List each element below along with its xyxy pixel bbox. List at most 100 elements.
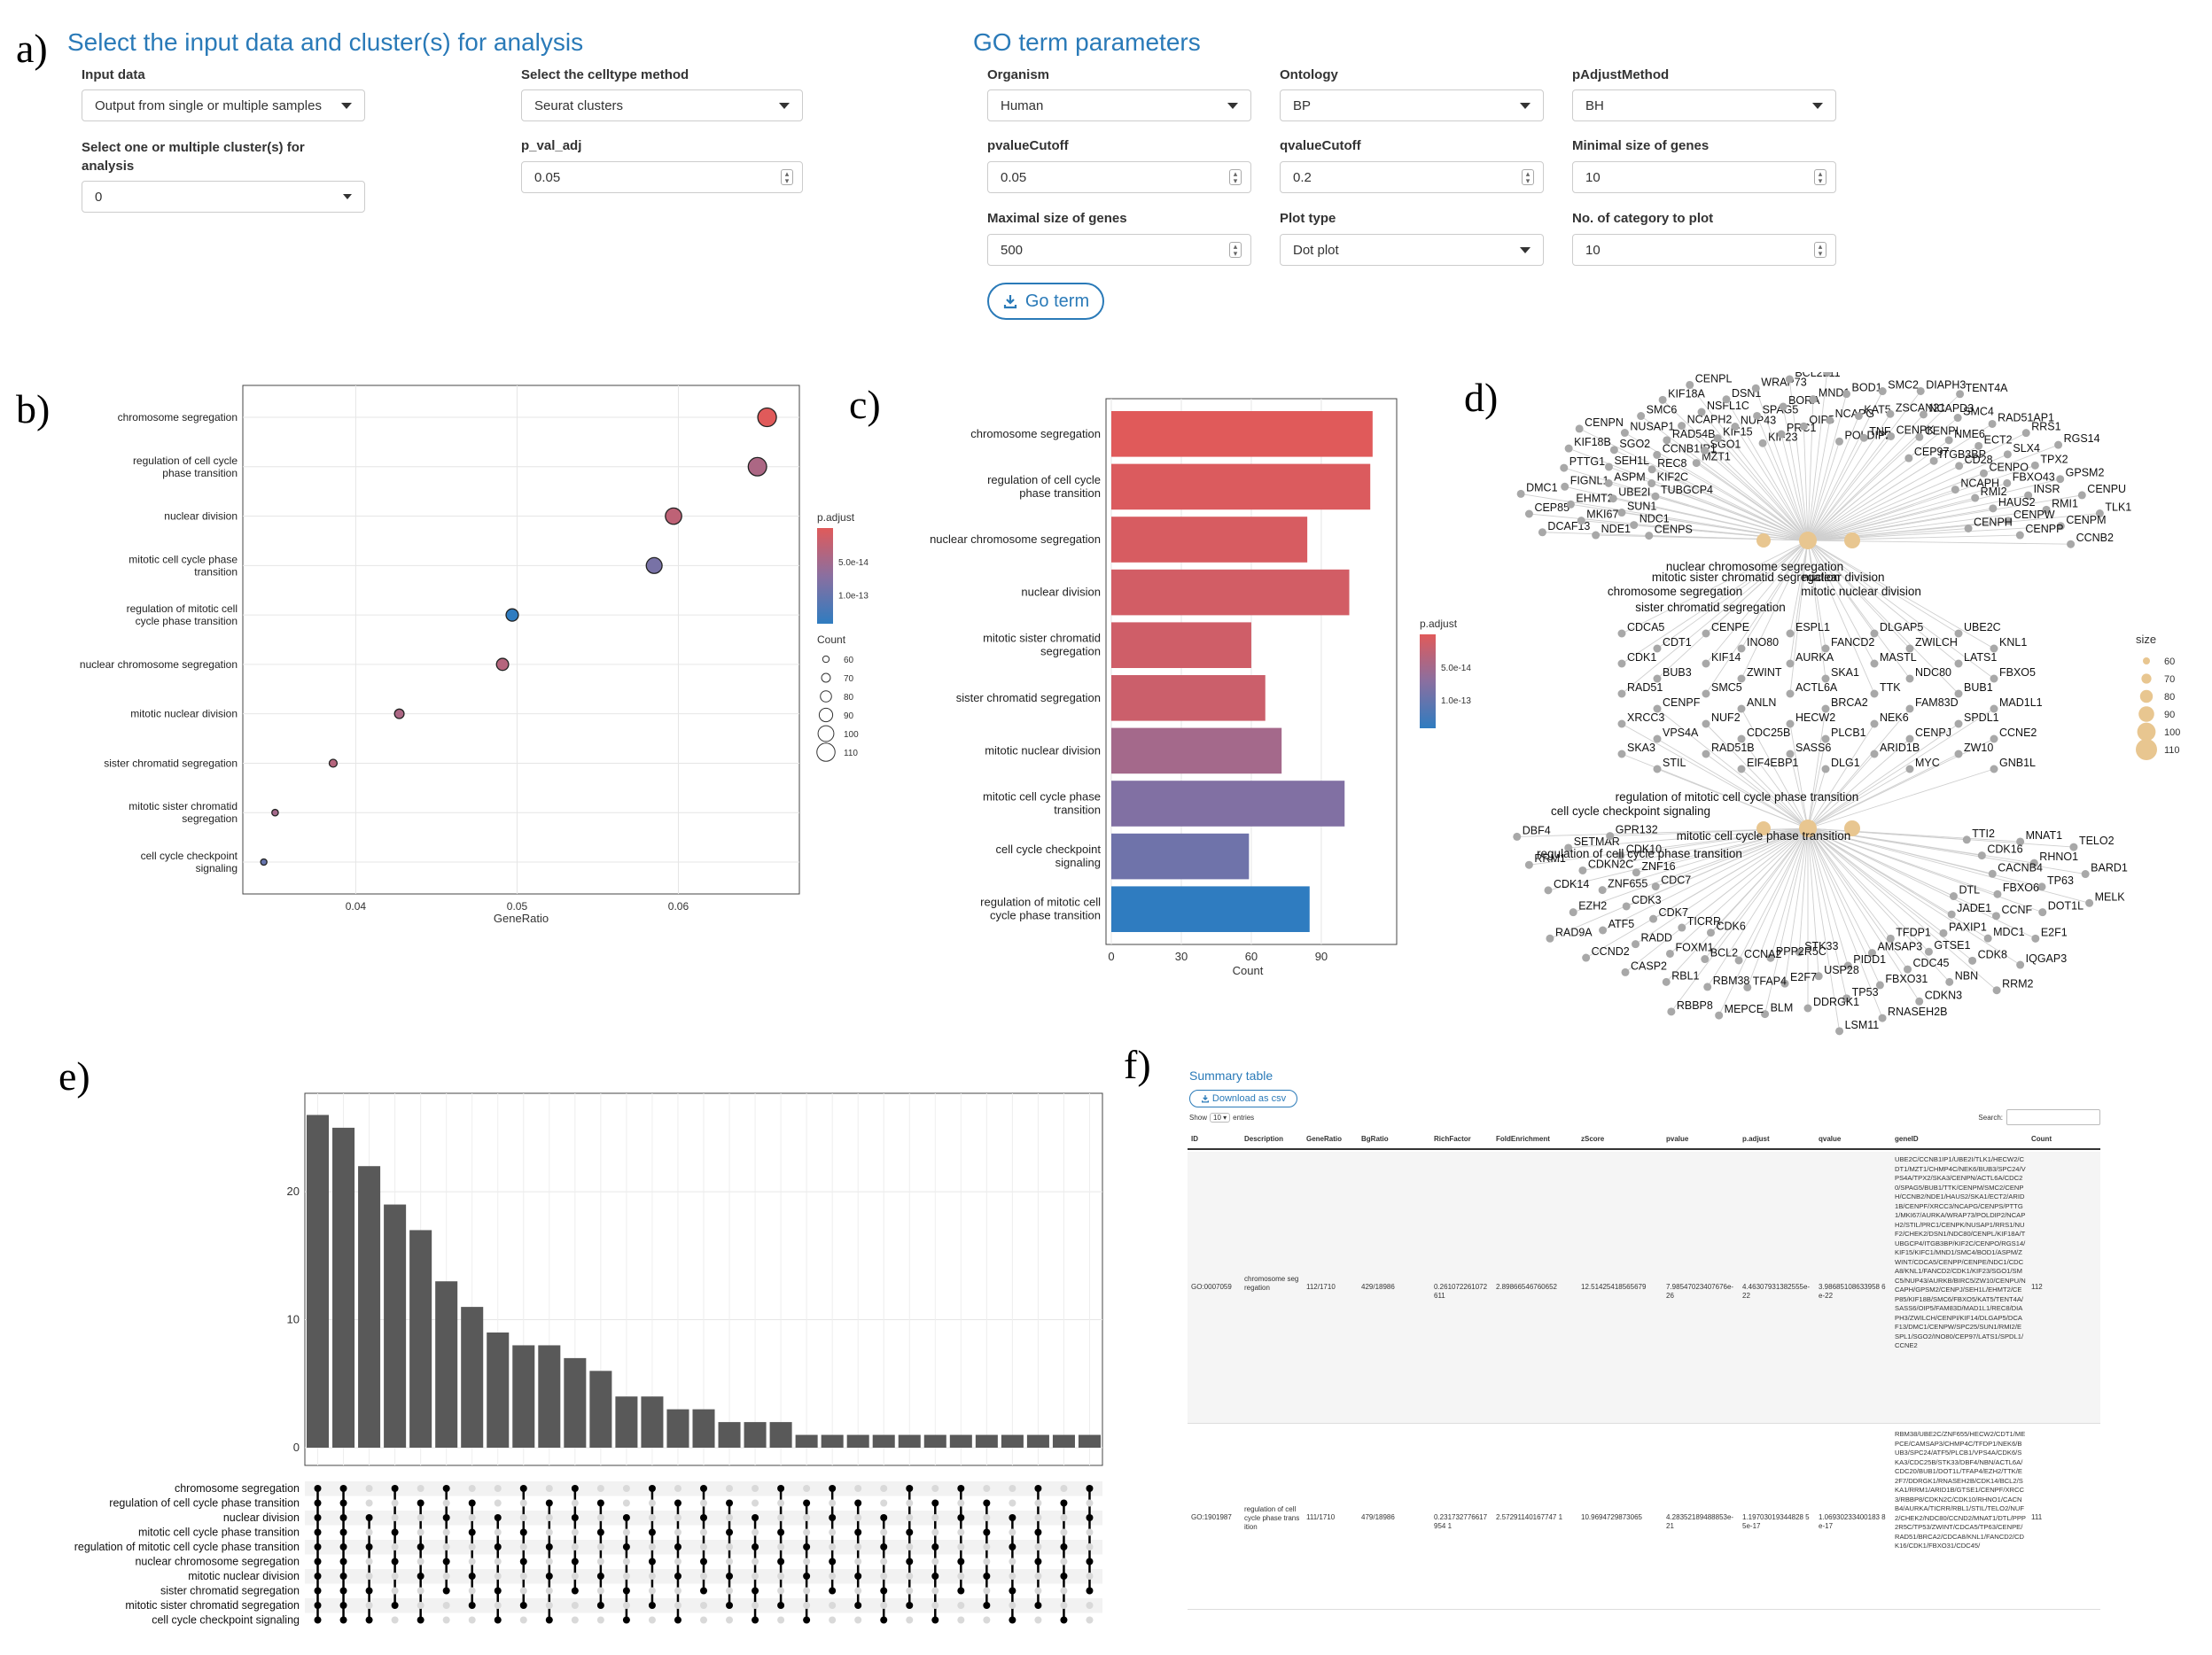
ontology-select[interactable]: BP	[1280, 89, 1544, 121]
matrix-dot	[803, 1573, 811, 1580]
column-header[interactable]: p.adjust	[1742, 1135, 1770, 1143]
qvalue-cutoff-input[interactable]: 0.2 ▴ ▾	[1280, 161, 1544, 193]
organism-label: Organism	[987, 67, 1050, 82]
ontology-value: BP	[1293, 97, 1312, 113]
column-header[interactable]: geneID	[1895, 1135, 1919, 1143]
matrix-dot	[596, 1573, 604, 1580]
download-csv-button[interactable]: Download as csv	[1189, 1090, 1297, 1107]
network-edge	[1807, 391, 1921, 541]
gene-label: FBXO31	[1885, 973, 1928, 985]
stepper-icon[interactable]: ▴ ▾	[1814, 242, 1826, 258]
table-cell: 429/18986	[1361, 1283, 1395, 1291]
gene-label: FBXO5	[1999, 666, 2036, 679]
padjust-method-select[interactable]: BH	[1572, 89, 1836, 121]
stepper-icon[interactable]: ▴ ▾	[1229, 242, 1242, 258]
gene-node	[1686, 380, 1694, 389]
organism-select[interactable]: Human	[987, 89, 1251, 121]
table-row[interactable]: GO:0007059 chromosome segregation 112/1710…	[1188, 1152, 2100, 1424]
column-header[interactable]: BgRatio	[1361, 1135, 1389, 1143]
gene-node	[1795, 948, 1803, 957]
network-edge	[1704, 828, 1809, 960]
stepper-icon[interactable]: ▴ ▾	[1814, 169, 1826, 185]
panel-label-a: a)	[16, 26, 48, 71]
network-edge	[1655, 828, 1809, 887]
gene-label: DTL	[1959, 884, 1980, 897]
matrix-dot	[777, 1616, 785, 1624]
bar	[384, 1204, 407, 1448]
clusters-select[interactable]: 0	[82, 181, 365, 213]
column-header[interactable]: GeneRatio	[1306, 1135, 1343, 1143]
gene-label: CDC7	[1661, 874, 1691, 887]
count-legend-label: 90	[844, 711, 854, 721]
matrix-dot	[1086, 1499, 1094, 1507]
gene-node	[1956, 390, 1965, 399]
y-tick-label: phase transition	[1019, 486, 1101, 500]
plot-type-select[interactable]: Dot plot	[1280, 234, 1544, 266]
gene-label: NUF2	[1711, 711, 1741, 724]
network-edge	[1807, 540, 1826, 649]
column-header[interactable]: pvalue	[1666, 1135, 1689, 1143]
gene-node	[1766, 953, 1775, 962]
column-header[interactable]: zScore	[1581, 1135, 1605, 1143]
column-header[interactable]: FoldEnrichment	[1496, 1135, 1550, 1143]
column-header[interactable]: ID	[1191, 1135, 1198, 1143]
pvalue-cutoff-input[interactable]: 0.05 ▴ ▾	[987, 161, 1251, 193]
pval-adj-input[interactable]: 0.05 ▴ ▾	[521, 161, 803, 193]
table-row[interactable]: GO:1901987 regulation of cell cycle phase…	[1188, 1426, 2100, 1610]
input-data-select[interactable]: Output from single or multiple samples	[82, 89, 365, 121]
matrix-dot	[365, 1602, 373, 1609]
gene-node	[2054, 440, 2063, 449]
gene-node	[1993, 890, 2002, 898]
gene-node	[1870, 750, 1879, 758]
celltype-select[interactable]: Seurat clusters	[521, 89, 803, 121]
matrix-dot	[752, 1485, 759, 1492]
network-edge	[1807, 828, 2035, 864]
column-header[interactable]: Description	[1244, 1135, 1284, 1143]
matrix-dot	[880, 1499, 888, 1507]
pval-adj-value: 0.05	[534, 169, 561, 185]
network-edge	[1807, 738, 1826, 829]
dot-plot-chart: 0.04 0.05 0.06 GeneRatio chromosome segregat…	[80, 385, 868, 925]
network-edge	[1570, 503, 1809, 541]
column-header[interactable]: RichFactor	[1434, 1135, 1471, 1143]
ncat-input[interactable]: 10 ▴ ▾	[1572, 234, 1836, 266]
matrix-dot	[983, 1528, 991, 1536]
stepper-icon[interactable]: ▴ ▾	[1522, 169, 1534, 185]
matrix-dot	[391, 1499, 399, 1507]
network-edge	[1807, 482, 2007, 541]
show-entries: Show 10 ▾ entries	[1189, 1113, 1254, 1123]
min-size-label: Minimal size of genes	[1572, 138, 1710, 153]
matrix-dot	[468, 1587, 476, 1595]
gene-label: CENPO	[1989, 461, 2029, 473]
gene-node	[1620, 429, 1629, 438]
network-edge	[1807, 828, 1908, 970]
gene-label: BUB3	[1663, 666, 1692, 679]
matrix-dot	[1060, 1602, 1068, 1609]
matrix-dot	[957, 1514, 965, 1521]
go-term-button[interactable]: Go term	[987, 283, 1104, 320]
column-header[interactable]: Count	[2031, 1135, 2052, 1143]
gene-node	[2056, 522, 2065, 531]
search-input[interactable]	[2006, 1109, 2100, 1125]
entries-select[interactable]: 10 ▾	[1210, 1113, 1231, 1123]
network-edge	[1807, 439, 1950, 541]
gene-node	[1609, 446, 1618, 455]
table-cell: 10.9694729873065	[1581, 1513, 1642, 1521]
gene-node	[1821, 644, 1830, 653]
network-edge	[1807, 540, 1959, 634]
term-label: regulation of mitotic cell cycle phase t…	[1616, 790, 1859, 804]
stepper-icon[interactable]: ▴ ▾	[1229, 169, 1242, 185]
gene-node	[1786, 659, 1795, 668]
stepper-icon[interactable]: ▴ ▾	[781, 169, 793, 185]
network-edge	[1807, 478, 2060, 541]
max-size-input[interactable]: 500 ▴ ▾	[987, 234, 1251, 266]
min-size-input[interactable]: 10 ▴ ▾	[1572, 161, 1836, 193]
matrix-dot	[442, 1558, 450, 1566]
bar	[846, 1434, 869, 1448]
data-point	[505, 608, 519, 622]
network-edge	[1807, 372, 1828, 541]
count-legend-label: 60	[844, 656, 854, 665]
column-header[interactable]: qvalue	[1819, 1135, 1842, 1143]
table-cell: 112/1710	[1306, 1283, 1336, 1291]
network-edge	[1626, 828, 1809, 907]
